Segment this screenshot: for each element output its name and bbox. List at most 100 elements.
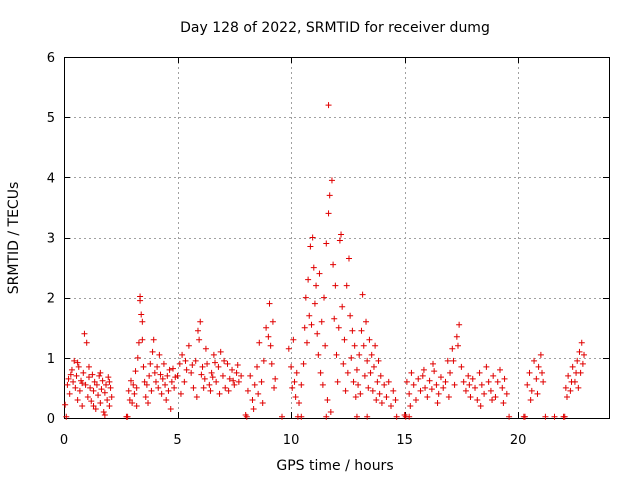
data-point [442,378,449,385]
data-point [100,408,107,415]
data-point [163,396,170,403]
data-point [520,413,527,420]
data-point [146,372,153,379]
data-point [334,378,341,385]
data-point [348,354,355,361]
data-point [181,378,188,385]
data-point [201,375,208,382]
data-point [485,378,492,385]
data-point [64,381,71,388]
data-point [422,384,429,391]
data-point [150,336,157,343]
data-point [90,387,97,394]
data-point [483,363,490,370]
data-point [132,368,139,375]
data-point [408,369,415,376]
data-point [575,384,582,391]
data-point [578,339,585,346]
data-point [68,366,75,373]
data-point [157,371,164,378]
data-point [435,390,442,397]
data-point [183,366,190,373]
data-point [467,393,474,400]
data-point [168,378,175,385]
data-point [131,390,138,397]
data-point [101,389,108,396]
data-point [419,372,426,379]
data-point [222,384,229,391]
data-point [581,351,588,358]
data-point [526,369,533,376]
data-point [215,363,222,370]
data-point [301,324,308,331]
data-point [317,369,324,376]
data-point [231,381,238,388]
data-point [466,381,473,388]
data-point [158,390,165,397]
data-point [235,378,242,385]
y-tick-label: 2 [47,292,55,307]
data-point [539,369,546,376]
data-point [420,366,427,373]
data-point [95,392,102,399]
data-point [105,374,112,381]
data-point [79,402,86,409]
data-point [351,342,358,349]
data-point [342,387,349,394]
data-point [574,357,581,364]
data-point [66,390,73,397]
data-point [363,318,370,325]
data-point [164,372,171,379]
data-point [209,374,216,381]
data-point [258,378,265,385]
data-point [445,393,452,400]
y-tick-label: 3 [47,232,55,247]
data-point [381,381,388,388]
x-tick-label: 10 [283,433,300,448]
data-point [562,384,569,391]
data-point [499,384,506,391]
data-point [249,396,256,403]
data-point [224,360,231,367]
data-point [361,372,368,379]
data-point [364,413,371,420]
data-point [412,396,419,403]
data-point [179,351,186,358]
data-point [130,381,137,388]
data-point [170,365,176,372]
data-point [460,378,467,385]
data-point [390,387,397,394]
data-point [293,369,300,376]
data-point [440,384,447,391]
data-point [177,390,184,397]
data-point [321,294,328,301]
data-point [350,378,357,385]
data-point [370,363,377,370]
data-point [125,387,132,394]
data-point [328,177,335,184]
data-point [313,282,320,289]
data-point [340,360,347,367]
data-point [298,413,305,420]
data-point [298,381,305,388]
data-point [154,363,161,370]
data-point [151,369,158,376]
x-tick-label: 15 [396,433,413,448]
data-point [307,243,314,250]
data-point [316,270,323,277]
data-point [444,357,451,364]
data-point [202,345,209,352]
data-point [410,381,417,388]
data-point [367,369,374,376]
data-point [358,327,365,334]
data-point [330,261,337,268]
data-point [90,402,97,409]
data-point [378,399,385,406]
data-point [98,386,105,393]
data-point [123,413,130,420]
data-point [269,318,276,325]
data-point [451,381,458,388]
data-point [343,282,350,289]
grid-lines [64,57,609,418]
data-point [454,342,461,349]
